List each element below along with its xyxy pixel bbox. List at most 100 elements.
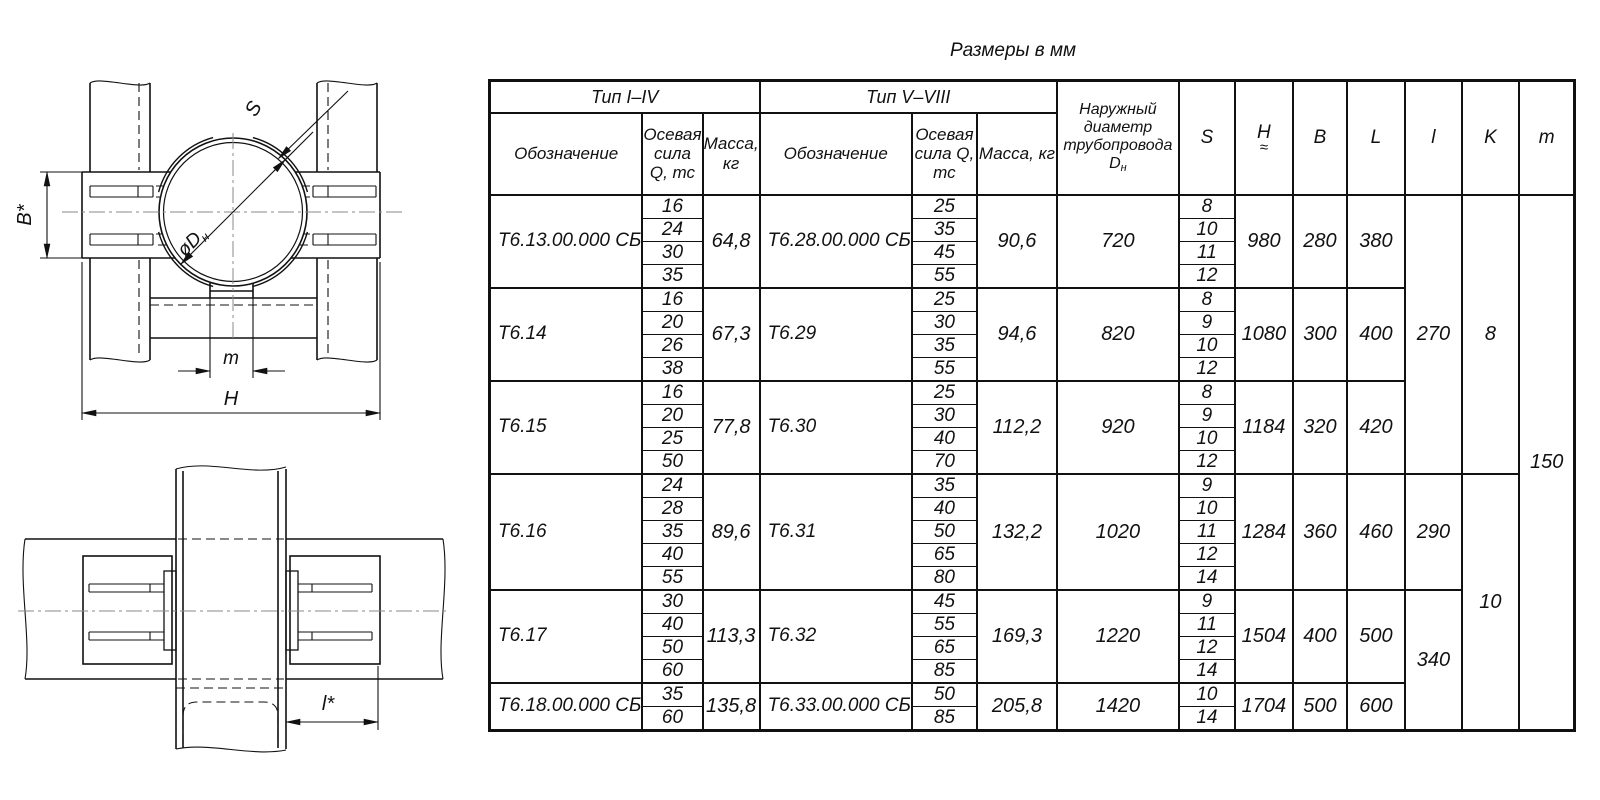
- support-drawing: B* øDн S m H: [14, 80, 448, 753]
- axial-force-cell: 24: [641, 218, 704, 242]
- outer-diameter-cell: 1220: [1055, 589, 1180, 684]
- mass-cell: 135,8: [701, 682, 761, 731]
- l-span-cell: 340: [1403, 589, 1463, 731]
- dim-label-B: B*: [14, 203, 36, 225]
- outer-diameter-text: Наружный диаметр трубопровода: [1063, 101, 1173, 155]
- mass-cell: 132,2: [975, 473, 1058, 591]
- axial-force-cell: 25: [641, 427, 704, 451]
- axial-force-cell: 30: [641, 241, 704, 265]
- axial-force-cell: 55: [910, 613, 978, 637]
- length-cell: 380: [1345, 194, 1406, 289]
- mass-cell: 94,6: [975, 287, 1058, 382]
- bolt-slots: [89, 185, 377, 246]
- wall-thickness-cell: 9: [1177, 589, 1236, 614]
- wall-thickness-cell: 14: [1177, 566, 1236, 591]
- column-header-b: B: [1291, 79, 1348, 196]
- column-header-m: m: [1517, 79, 1576, 196]
- l-span-cell: 270: [1403, 194, 1463, 475]
- designation-cell: Т6.17: [488, 589, 644, 684]
- wall-thickness-cell: 12: [1177, 543, 1236, 567]
- axial-force-cell: 85: [910, 706, 978, 731]
- axial-force-cell: 30: [641, 589, 704, 614]
- column-header-designation-1: Обозначение: [488, 111, 644, 196]
- designation-cell: Т6.30: [758, 380, 913, 475]
- column-header-axial-force-1: Осевая сила Q, тс: [641, 111, 704, 196]
- outer-diameter-subscript: н: [1120, 161, 1127, 174]
- k-span-cell: 10: [1460, 473, 1520, 731]
- wall-thickness-cell: 12: [1177, 450, 1236, 475]
- axial-force-cell: 16: [641, 380, 704, 405]
- axial-force-cell: 70: [910, 450, 978, 475]
- dimensions-table: Тип I–IV Тип V–VIII Наружный диаметр тру…: [488, 79, 1577, 732]
- wall-thickness-cell: 12: [1177, 636, 1236, 660]
- axial-force-cell: 25: [910, 287, 978, 312]
- height-cell: 1184: [1233, 380, 1294, 475]
- column-group-type-1-4: Тип I–IV: [488, 79, 761, 114]
- wall-thickness-cell: 10: [1177, 427, 1236, 451]
- axial-force-cell: 24: [641, 473, 704, 498]
- wall-thickness-cell: 14: [1177, 659, 1236, 684]
- height-cell: 1284: [1233, 473, 1294, 591]
- axial-force-cell: 20: [641, 404, 704, 428]
- dim-label-S: S: [241, 97, 267, 120]
- wall-thickness-cell: 10: [1177, 218, 1236, 242]
- mass-cell: 169,3: [975, 589, 1058, 684]
- designation-cell: Т6.31: [758, 473, 913, 591]
- designation-cell: Т6.28.00.000 СБ: [758, 194, 913, 289]
- width-cell: 280: [1291, 194, 1348, 289]
- axial-force-cell: 45: [910, 589, 978, 614]
- wall-thickness-cell: 10: [1177, 497, 1236, 521]
- side-view: l*: [18, 465, 448, 753]
- outer-diameter-cell: 920: [1055, 380, 1180, 475]
- dim-label-l: l*: [322, 693, 335, 715]
- width-cell: 400: [1291, 589, 1348, 684]
- axial-force-cell: 65: [910, 636, 978, 660]
- axial-force-cell: 40: [910, 497, 978, 521]
- wall-thickness-cell: 8: [1177, 287, 1236, 312]
- axial-force-cell: 35: [910, 218, 978, 242]
- column-header-mass-1: Масса, кг: [701, 111, 761, 196]
- l-span-cell: 290: [1403, 473, 1463, 591]
- axial-force-cell: 35: [910, 473, 978, 498]
- axial-force-cell: 16: [641, 194, 704, 219]
- axial-force-cell: 85: [910, 659, 978, 684]
- width-cell: 360: [1291, 473, 1348, 591]
- mass-cell: 112,2: [975, 380, 1058, 475]
- axial-force-cell: 40: [641, 543, 704, 567]
- outer-diameter-symbol: D: [1109, 154, 1121, 172]
- column-header-mass-2: Масса, кг: [975, 111, 1058, 196]
- mass-cell: 64,8: [701, 194, 761, 289]
- wall-thickness-cell: 9: [1177, 311, 1236, 335]
- designation-cell: Т6.29: [758, 287, 913, 382]
- axial-force-cell: 35: [641, 264, 704, 289]
- k-span-cell: 8: [1460, 194, 1520, 475]
- height-cell: 1704: [1233, 682, 1294, 731]
- column-header-k: K: [1460, 79, 1520, 196]
- column-group-type-5-8: Тип V–VIII: [758, 79, 1058, 114]
- width-cell: 300: [1291, 287, 1348, 382]
- wall-thickness-cell: 11: [1177, 241, 1236, 265]
- axial-force-cell: 28: [641, 497, 704, 521]
- axial-force-cell: 60: [641, 659, 704, 684]
- m-span-cell: 150: [1517, 194, 1576, 731]
- column-header-outer-diameter: Наружный диаметр трубопровода Dн: [1055, 79, 1180, 196]
- wall-thickness-cell: 10: [1177, 682, 1236, 707]
- mass-cell: 89,6: [701, 473, 761, 591]
- wall-thickness-cell: 9: [1177, 473, 1236, 498]
- height-cell: 1080: [1233, 287, 1294, 382]
- axial-force-cell: 50: [641, 636, 704, 660]
- column-header-s: S: [1177, 79, 1236, 196]
- length-cell: 400: [1345, 287, 1406, 382]
- axial-force-cell: 30: [910, 404, 978, 428]
- axial-force-cell: 25: [910, 380, 978, 405]
- mass-cell: 205,8: [975, 682, 1058, 731]
- column-header-axial-force-2: Осевая сила Q, тс: [910, 111, 978, 196]
- outer-diameter-cell: 1420: [1055, 682, 1180, 731]
- designation-cell: Т6.15: [488, 380, 644, 475]
- width-cell: 320: [1291, 380, 1348, 475]
- axial-force-cell: 65: [910, 543, 978, 567]
- axial-force-cell: 35: [641, 520, 704, 544]
- mass-cell: 113,3: [701, 589, 761, 684]
- designation-cell: Т6.33.00.000 СБ: [758, 682, 913, 731]
- axial-force-cell: 55: [910, 357, 978, 382]
